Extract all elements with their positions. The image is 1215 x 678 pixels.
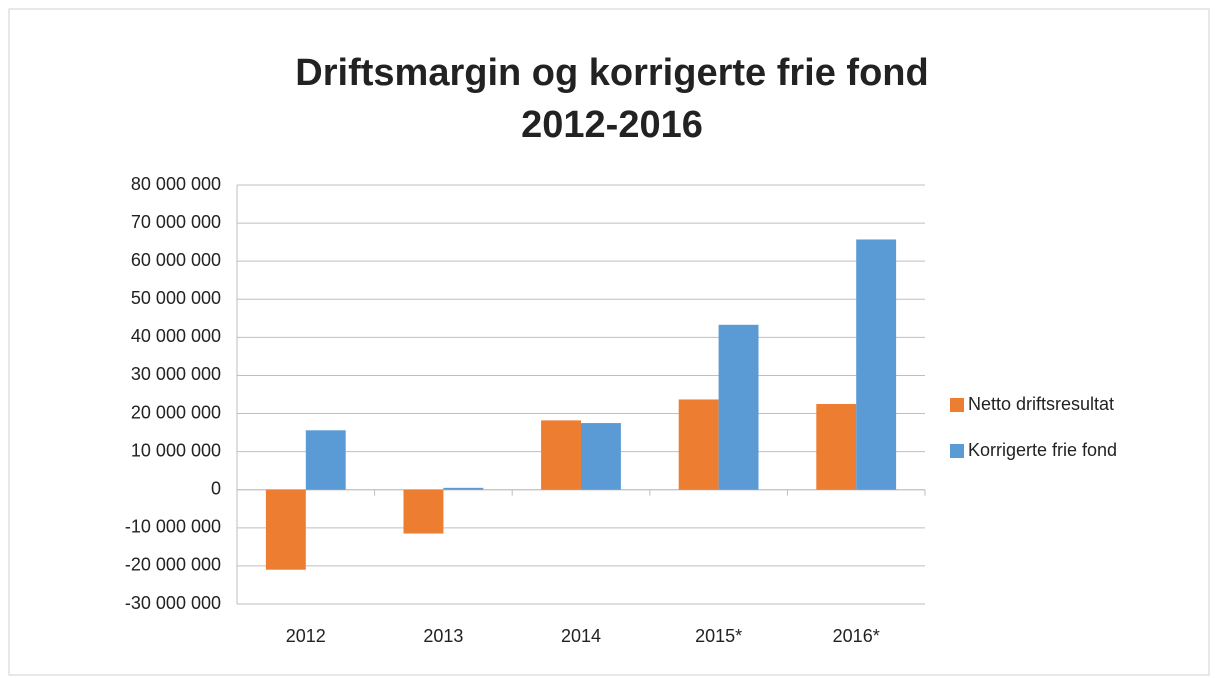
- y-tick-label: 50 000 000: [131, 288, 221, 308]
- bar: [403, 489, 444, 534]
- y-tick-label: 80 000 000: [131, 174, 221, 194]
- bar: [856, 239, 897, 490]
- y-tick-label: 30 000 000: [131, 364, 221, 384]
- bar: [678, 399, 719, 490]
- y-tick-label: 10 000 000: [131, 440, 221, 460]
- y-tick-label: 60 000 000: [131, 250, 221, 270]
- chart-frame: [8, 8, 1210, 676]
- legend-swatch: [950, 444, 964, 458]
- x-tick-label: 2015*: [695, 626, 742, 646]
- y-tick-label: 70 000 000: [131, 212, 221, 232]
- x-tick-label: 2014: [561, 626, 601, 646]
- legend-label: Korrigerte frie fond: [968, 440, 1117, 460]
- y-tick-label: -20 000 000: [125, 555, 221, 575]
- x-tick-label: 2012: [286, 626, 326, 646]
- bar: [718, 324, 759, 490]
- y-tick-label: 20 000 000: [131, 402, 221, 422]
- legend-swatch: [950, 398, 964, 412]
- y-tick-label: -10 000 000: [125, 517, 221, 537]
- chart-title: 2012-2016: [521, 104, 703, 146]
- x-tick-label: 2013: [423, 626, 463, 646]
- x-tick-label: 2016*: [833, 626, 880, 646]
- legend-label: Netto driftsresultat: [968, 394, 1114, 414]
- bar: [443, 487, 484, 490]
- bar: [541, 420, 581, 490]
- chart-title: Driftsmargin og korrigerte frie fond: [295, 52, 928, 94]
- y-tick-label: -30 000 000: [125, 593, 221, 613]
- y-tick-label: 0: [211, 478, 221, 498]
- bar: [265, 489, 306, 570]
- bar: [581, 423, 621, 490]
- bar: [816, 404, 857, 490]
- y-tick-label: 40 000 000: [131, 326, 221, 346]
- bar: [305, 430, 346, 490]
